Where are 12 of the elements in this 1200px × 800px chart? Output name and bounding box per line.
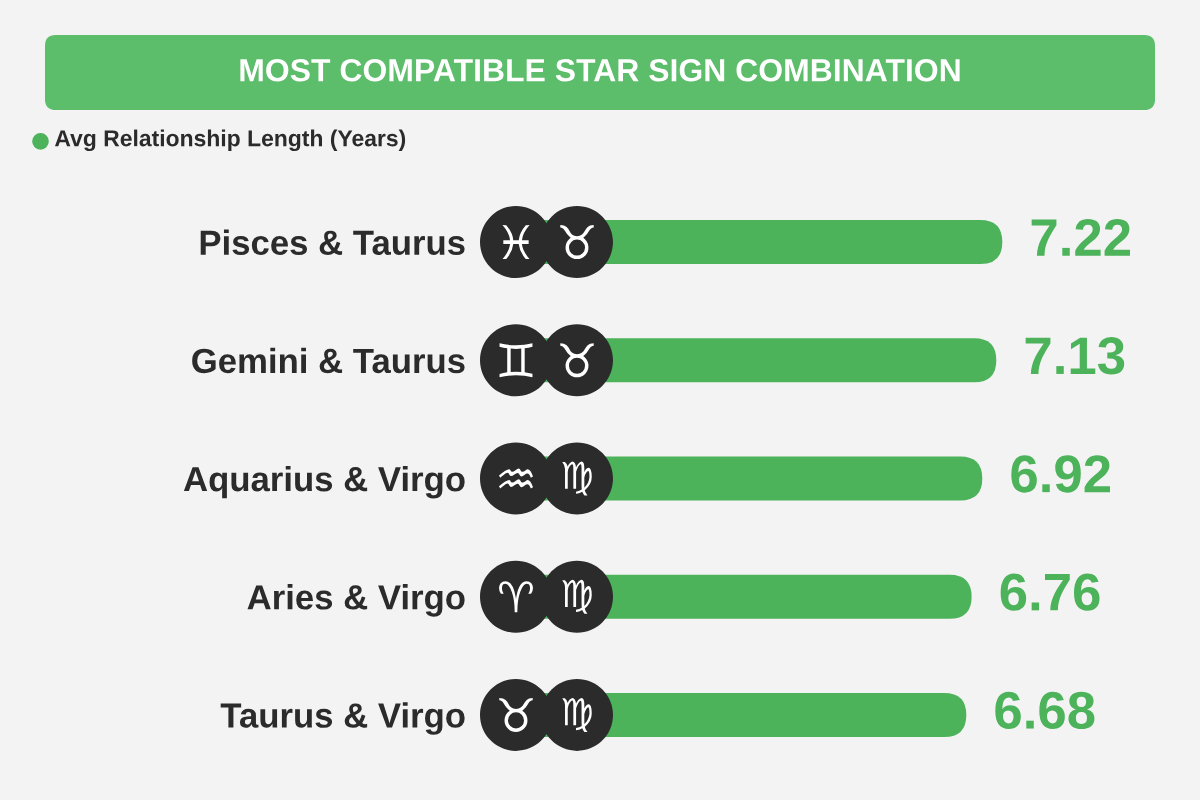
y-tick-label: Taurus & Virgo (220, 702, 465, 735)
data-label: 6.76 (1000, 573, 1100, 611)
data-label: 6.68 (995, 691, 1095, 730)
data-label: 7.22 (1031, 218, 1130, 256)
legend-label: Avg Relationship Length (Years) (54, 129, 406, 152)
y-tick-label: Pisces & Taurus (200, 229, 465, 256)
y-tick-label: Aries & Virgo (247, 584, 465, 617)
y-tick-label: Aquarius & Virgo (183, 465, 465, 499)
data-label: 6.92 (1011, 455, 1110, 493)
data-label: 7.13 (1025, 337, 1125, 375)
y-tick-label: Gemini & Taurus (192, 347, 465, 374)
chart-title: MOST COMPATIBLE STAR SIGN COMBINATION (240, 58, 960, 82)
